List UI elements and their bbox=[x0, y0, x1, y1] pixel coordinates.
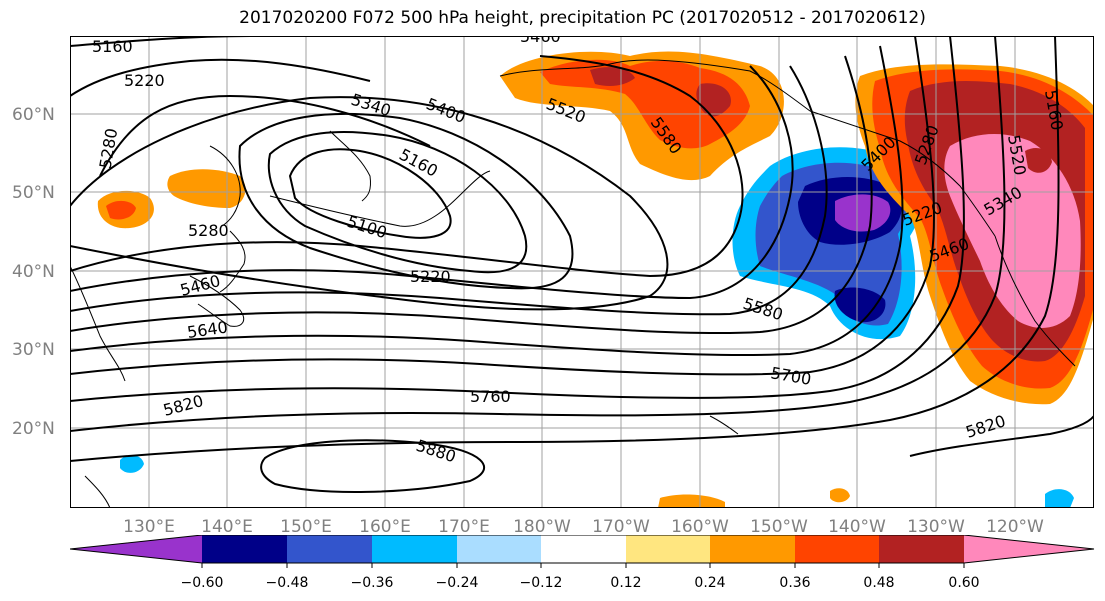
lat-label: 30°N bbox=[12, 340, 55, 360]
precip-fill-alaska-red bbox=[540, 59, 750, 149]
precip-fill-asia-orange-2 bbox=[167, 169, 246, 208]
contour-label: 5280 bbox=[188, 221, 229, 240]
colorbar-tick-label: −0.36 bbox=[351, 575, 394, 591]
lon-label: 170°W bbox=[592, 517, 650, 537]
colorbar-swatch bbox=[964, 535, 1094, 563]
contour-label: 5160 bbox=[92, 37, 133, 56]
contour-label: 5760 bbox=[470, 387, 511, 406]
colorbar-tick-label: 0.48 bbox=[863, 575, 894, 591]
colorbar-tick-label: −0.48 bbox=[266, 575, 309, 591]
lat-label: 50°N bbox=[12, 183, 55, 203]
lon-label: 150°W bbox=[750, 517, 808, 537]
lon-label: 140°E bbox=[201, 517, 253, 537]
lon-label: 130°W bbox=[907, 517, 965, 537]
colorbar-tick-label: −0.60 bbox=[181, 575, 224, 591]
colorbar-swatch bbox=[541, 535, 626, 563]
colorbar-swatch bbox=[70, 535, 202, 563]
precip-fill-south-orange-2 bbox=[830, 488, 850, 503]
colorbar-swatch bbox=[287, 535, 372, 563]
lat-label: 60°N bbox=[12, 105, 55, 125]
colorbar-swatch bbox=[795, 535, 879, 563]
contour-label: 5460 bbox=[520, 36, 561, 46]
colorbar-swatch bbox=[626, 535, 710, 563]
precip-fill-alaska-darkred bbox=[590, 67, 731, 117]
map-title: 2017020200 F072 500 hPa height, precipit… bbox=[239, 8, 926, 28]
precip-fill-neg-purple bbox=[835, 194, 891, 232]
precip-fill-south-cyan-2 bbox=[1045, 489, 1074, 508]
lon-label: 130°E bbox=[123, 517, 175, 537]
lon-label: 170°E bbox=[438, 517, 490, 537]
colorbar-tick-label: 0.12 bbox=[610, 575, 641, 591]
contour-label: 5220 bbox=[410, 267, 451, 286]
colorbar-tick-label: 0.24 bbox=[694, 575, 725, 591]
colorbar-tick-label: 0.36 bbox=[779, 575, 810, 591]
precip-fill-south-orange bbox=[658, 494, 725, 508]
lon-label: 140°W bbox=[828, 517, 886, 537]
colorbar-swatch bbox=[202, 535, 287, 563]
colorbar-swatch bbox=[372, 535, 457, 563]
contour-label: 5220 bbox=[124, 71, 165, 90]
precip-fill-east-pink bbox=[944, 134, 1081, 328]
height-contours bbox=[70, 36, 1094, 493]
lon-label: 160°E bbox=[359, 517, 411, 537]
colorbar-tick-label: 0.60 bbox=[948, 575, 979, 591]
precip-fill-asia-red bbox=[106, 200, 136, 220]
colorbar-swatch bbox=[879, 535, 964, 563]
lon-label: 160°W bbox=[671, 517, 729, 537]
contour-labels: 5160 5220 5280 5280 5340 5400 5460 5520 … bbox=[92, 36, 1067, 466]
colorbar-tick-label: −0.12 bbox=[520, 575, 563, 591]
lat-label: 20°N bbox=[12, 419, 55, 439]
precip-fill-east-darkred-2 bbox=[1025, 148, 1052, 173]
colorbar: −0.60 −0.48 −0.36 −0.24 −0.12 0.12 0.24 … bbox=[70, 535, 1095, 591]
colorbar-swatch bbox=[457, 535, 541, 563]
colorbar-swatches bbox=[70, 535, 1094, 563]
lon-label: 120°W bbox=[986, 517, 1044, 537]
map-panel: 5160 5220 5280 5280 5340 5400 5460 5520 … bbox=[70, 36, 1094, 508]
lat-label: 40°N bbox=[12, 262, 55, 282]
precip-fill-south-cyan bbox=[120, 455, 144, 473]
colorbar-tick-label: −0.24 bbox=[436, 575, 479, 591]
colorbar-swatch bbox=[710, 535, 795, 563]
lon-label: 150°E bbox=[280, 517, 332, 537]
lon-label: 180°W bbox=[513, 517, 571, 537]
